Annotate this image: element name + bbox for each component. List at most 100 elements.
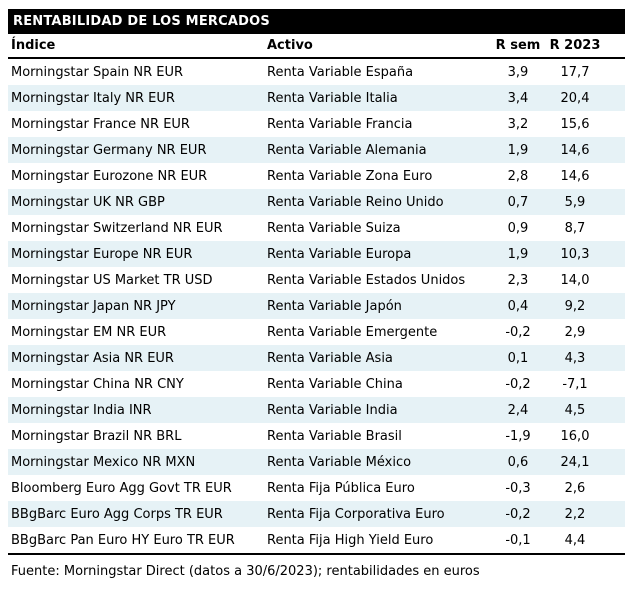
table-row: Morningstar US Market TR USD Renta Varia… <box>8 267 625 293</box>
table-row: Morningstar Italy NR EUR Renta Variable … <box>8 85 625 111</box>
asset-name-cell: Renta Variable Japón <box>267 298 402 314</box>
weekly-return-cell: 3,4 <box>507 90 529 106</box>
weekly-return-cell: 0,4 <box>507 298 529 314</box>
index-name-cell: Morningstar US Market TR USD <box>11 272 213 288</box>
table-row: Morningstar Germany NR EUR Renta Variabl… <box>8 137 625 163</box>
weekly-return-cell: 0,6 <box>507 454 529 470</box>
ytd-return-cell: 14,6 <box>560 168 590 184</box>
asset-name-cell: Renta Variable India <box>267 402 398 418</box>
asset-name-cell: Renta Variable China <box>267 376 403 392</box>
index-name-cell: Morningstar EM NR EUR <box>11 324 167 340</box>
ytd-return-cell: 4,3 <box>564 350 586 366</box>
weekly-return-cell: -0,2 <box>505 376 531 392</box>
table-row: Morningstar Switzerland NR EUR Renta Var… <box>8 215 625 241</box>
weekly-return-cell: 3,2 <box>507 116 529 132</box>
ytd-return-cell: 15,6 <box>560 116 590 132</box>
asset-name-cell: Renta Variable Italia <box>267 90 398 106</box>
asset-name-cell: Renta Variable Alemania <box>267 142 427 158</box>
ytd-return-cell: -7,1 <box>562 376 588 392</box>
table-header: Índice Activo R sem R 2023 <box>8 34 625 59</box>
table-row: BBgBarc Pan Euro HY Euro TR EUR Renta Fi… <box>8 527 625 554</box>
weekly-return-cell: 0,1 <box>507 350 529 366</box>
index-name-cell: Morningstar Mexico NR MXN <box>11 454 196 470</box>
ytd-return-cell: 10,3 <box>560 246 590 262</box>
returns-table: Índice Activo R sem R 2023 Morningstar S… <box>8 34 625 555</box>
weekly-return-cell: 1,9 <box>507 246 529 262</box>
table-row: Morningstar Europe NR EUR Renta Variable… <box>8 241 625 267</box>
weekly-return-cell: -1,9 <box>505 428 531 444</box>
weekly-return-cell: 3,9 <box>507 64 529 80</box>
index-name-cell: Morningstar China NR CNY <box>11 376 184 392</box>
weekly-return-cell: 0,9 <box>507 220 529 236</box>
table-row: Morningstar Japan NR JPY Renta Variable … <box>8 293 625 319</box>
index-name-cell: BBgBarc Euro Agg Corps TR EUR <box>11 506 223 522</box>
asset-name-cell: Renta Variable Emergente <box>267 324 438 340</box>
weekly-return-cell: -0,1 <box>505 532 531 548</box>
table-row: Morningstar EM NR EUR Renta Variable Eme… <box>8 319 625 345</box>
weekly-return-cell: -0,2 <box>505 506 531 522</box>
table-row: BBgBarc Euro Agg Corps TR EUR Renta Fija… <box>8 501 625 527</box>
table-row: Morningstar Mexico NR MXN Renta Variable… <box>8 449 625 475</box>
ytd-return-cell: 24,1 <box>560 454 590 470</box>
index-name-cell: Morningstar Asia NR EUR <box>11 350 174 366</box>
weekly-return-cell: 2,3 <box>507 272 529 288</box>
ytd-return-cell: 8,7 <box>564 220 586 236</box>
asset-name-cell: Renta Variable Europa <box>267 246 412 262</box>
table-row: Morningstar Brazil NR BRL Renta Variable… <box>8 423 625 449</box>
ytd-return-cell: 9,2 <box>564 298 586 314</box>
asset-name-cell: Renta Variable Zona Euro <box>267 168 433 184</box>
index-name-cell: Morningstar Brazil NR BRL <box>11 428 182 444</box>
ytd-return-cell: 4,4 <box>564 532 586 548</box>
table-row: Morningstar India INR Renta Variable Ind… <box>8 397 625 423</box>
column-header-indice: Índice <box>8 34 267 59</box>
index-name-cell: Morningstar Japan NR JPY <box>11 298 176 314</box>
index-name-cell: Morningstar Spain NR EUR <box>11 64 184 80</box>
weekly-return-cell: 1,9 <box>507 142 529 158</box>
index-name-cell: Morningstar Europe NR EUR <box>11 246 193 262</box>
table-row: Morningstar Eurozone NR EUR Renta Variab… <box>8 163 625 189</box>
ytd-return-cell: 20,4 <box>560 90 590 106</box>
index-name-cell: Morningstar Germany NR EUR <box>11 142 207 158</box>
asset-name-cell: Renta Variable Suiza <box>267 220 401 236</box>
ytd-return-cell: 2,2 <box>564 506 586 522</box>
ytd-return-cell: 14,6 <box>560 142 590 158</box>
table-row: Morningstar France NR EUR Renta Variable… <box>8 111 625 137</box>
weekly-return-cell: -0,3 <box>505 480 531 496</box>
ytd-return-cell: 2,9 <box>564 324 586 340</box>
asset-name-cell: Renta Variable Brasil <box>267 428 402 444</box>
asset-name-cell: Renta Variable Reino Unido <box>267 194 444 210</box>
ytd-return-cell: 17,7 <box>560 64 590 80</box>
table-body: Morningstar Spain NR EUR Renta Variable … <box>8 58 625 554</box>
weekly-return-cell: 2,4 <box>507 402 529 418</box>
ytd-return-cell: 5,9 <box>564 194 586 210</box>
index-name-cell: Bloomberg Euro Agg Govt TR EUR <box>11 480 232 496</box>
index-name-cell: Morningstar UK NR GBP <box>11 194 165 210</box>
table-row: Morningstar China NR CNY Renta Variable … <box>8 371 625 397</box>
index-name-cell: Morningstar France NR EUR <box>11 116 190 132</box>
table-row: Bloomberg Euro Agg Govt TR EUR Renta Fij… <box>8 475 625 501</box>
asset-name-cell: Renta Variable Asia <box>267 350 393 366</box>
asset-name-cell: Renta Variable México <box>267 454 412 470</box>
report-table-container: RENTABILIDAD DE LOS MERCADOS Índice Acti… <box>8 9 625 579</box>
ytd-return-cell: 16,0 <box>560 428 590 444</box>
ytd-return-cell: 2,6 <box>564 480 586 496</box>
asset-name-cell: Renta Variable Francia <box>267 116 413 132</box>
asset-name-cell: Renta Variable España <box>267 64 414 80</box>
ytd-return-cell: 4,5 <box>564 402 586 418</box>
asset-name-cell: Renta Fija Pública Euro <box>267 480 415 496</box>
ytd-return-cell: 14,0 <box>560 272 590 288</box>
table-row: Morningstar Asia NR EUR Renta Variable A… <box>8 345 625 371</box>
asset-name-cell: Renta Fija High Yield Euro <box>267 532 434 548</box>
table-row: Morningstar Spain NR EUR Renta Variable … <box>8 58 625 85</box>
index-name-cell: Morningstar Switzerland NR EUR <box>11 220 223 236</box>
column-header-r-sem: R sem <box>489 34 547 59</box>
column-header-r-2023: R 2023 <box>547 34 625 59</box>
table-row: Morningstar UK NR GBP Renta Variable Rei… <box>8 189 625 215</box>
index-name-cell: Morningstar India INR <box>11 402 152 418</box>
asset-name-cell: Renta Variable Estados Unidos <box>267 272 466 288</box>
asset-name-cell: Renta Fija Corporativa Euro <box>267 506 445 522</box>
header-row: Índice Activo R sem R 2023 <box>8 34 625 59</box>
weekly-return-cell: 0,7 <box>507 194 529 210</box>
index-name-cell: Morningstar Italy NR EUR <box>11 90 175 106</box>
source-note: Fuente: Morningstar Direct (datos a 30/6… <box>11 564 480 579</box>
